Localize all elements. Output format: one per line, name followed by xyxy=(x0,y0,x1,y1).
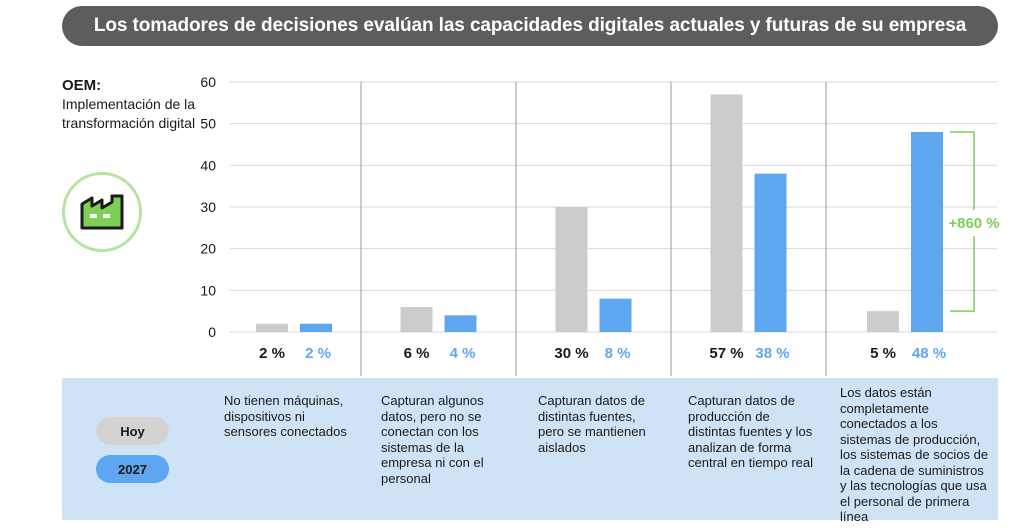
y-tick-label: 60 xyxy=(200,74,216,90)
data-label-2027: 4 % xyxy=(450,345,476,362)
data-label-2027: 8 % xyxy=(605,345,631,362)
category-description-5: Los datos están completamente conectados… xyxy=(840,385,989,524)
data-label-today: 5 % xyxy=(870,345,896,362)
y-tick-label: 30 xyxy=(200,199,216,215)
factory-icon xyxy=(80,194,124,230)
bar-today xyxy=(710,94,743,332)
data-label-today: 6 % xyxy=(404,345,430,362)
bar-2027 xyxy=(599,298,632,332)
category-description-3: Capturan datos de distintas fuentes, per… xyxy=(538,393,646,455)
bracket-label-bg xyxy=(946,210,1002,236)
legend-today: Hoy xyxy=(96,417,169,445)
chart-title: Los tomadores de decisiones evalúan las … xyxy=(62,6,998,46)
y-tick-label: 20 xyxy=(200,241,216,257)
legend-2027: 2027 xyxy=(96,455,169,483)
bar-today xyxy=(256,323,288,332)
side-subheading: Implementación de la transformación digi… xyxy=(62,96,196,131)
y-tick-label: 0 xyxy=(208,324,216,340)
bar-today xyxy=(555,207,588,332)
side-label: OEM: Implementación de la transformación… xyxy=(62,76,202,133)
bar-2027 xyxy=(300,323,332,332)
data-label-2027: 38 % xyxy=(755,345,789,362)
growth-annotation: +860 % xyxy=(948,215,999,232)
data-label-2027: 48 % xyxy=(912,345,946,362)
y-tick-label: 10 xyxy=(200,282,216,298)
y-tick-label: 50 xyxy=(200,116,216,132)
data-label-today: 57 % xyxy=(709,345,743,362)
data-label-2027: 2 % xyxy=(305,345,331,362)
bar-2027 xyxy=(754,173,787,332)
data-label-today: 2 % xyxy=(259,345,285,362)
bar-today xyxy=(867,311,899,332)
y-tick-label: 40 xyxy=(200,157,216,173)
side-heading: OEM: xyxy=(62,77,102,94)
bar-today xyxy=(400,307,433,332)
description-band xyxy=(62,378,998,520)
factory-icon-circle xyxy=(62,172,142,252)
category-description-2: Capturan algunos datos, pero no se conec… xyxy=(381,393,484,486)
category-description-1: No tienen máquinas, dispositivos ni sens… xyxy=(224,393,347,439)
data-label-today: 30 % xyxy=(554,345,588,362)
bar-2027 xyxy=(444,315,477,332)
category-description-4: Capturan datos de producción de distinta… xyxy=(688,393,814,470)
bar-2027 xyxy=(911,132,943,332)
